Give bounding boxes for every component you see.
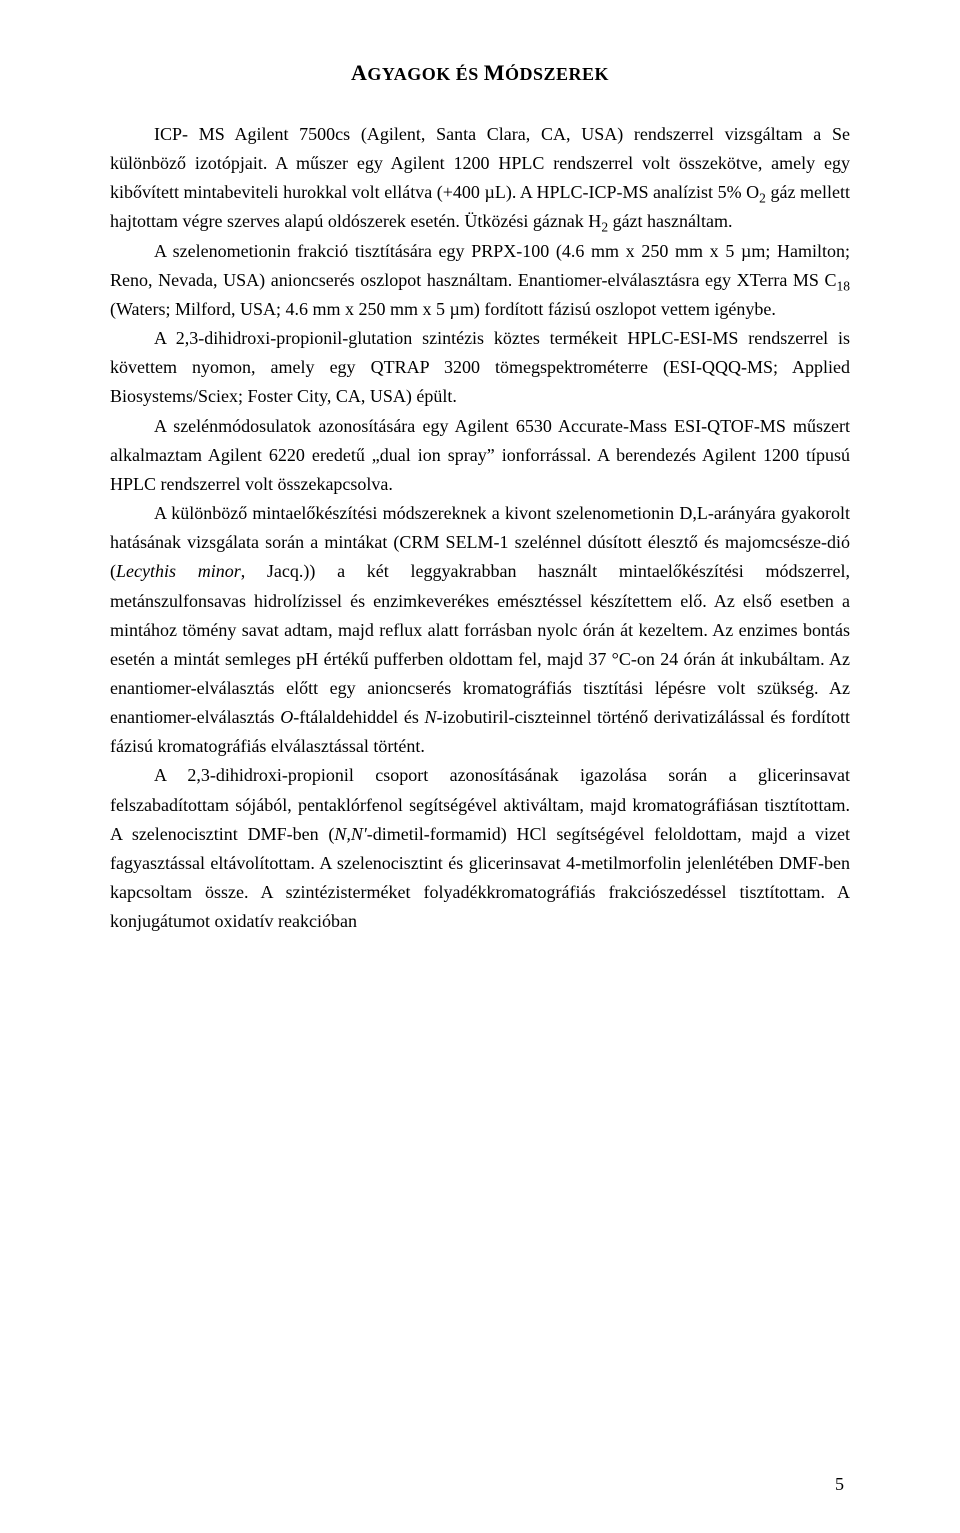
- paragraph: A 2,3-dihidroxi-propionil csoport azonos…: [110, 761, 850, 936]
- paragraph: A szelénmódosulatok azonosítására egy Ag…: [110, 412, 850, 499]
- section-title: AGYAGOK ÉS MÓDSZEREK: [110, 60, 850, 86]
- page: AGYAGOK ÉS MÓDSZEREK ICP- MS Agilent 750…: [0, 0, 960, 1533]
- paragraph: A 2,3-dihidroxi-propionil-glutation szin…: [110, 324, 850, 411]
- page-number: 5: [835, 1474, 844, 1495]
- paragraph: ICP- MS Agilent 7500cs (Agilent, Santa C…: [110, 120, 850, 237]
- paragraph: A szelenometionin frakció tisztítására e…: [110, 237, 850, 324]
- paragraph: A különböző mintaelőkészítési módszerekn…: [110, 499, 850, 761]
